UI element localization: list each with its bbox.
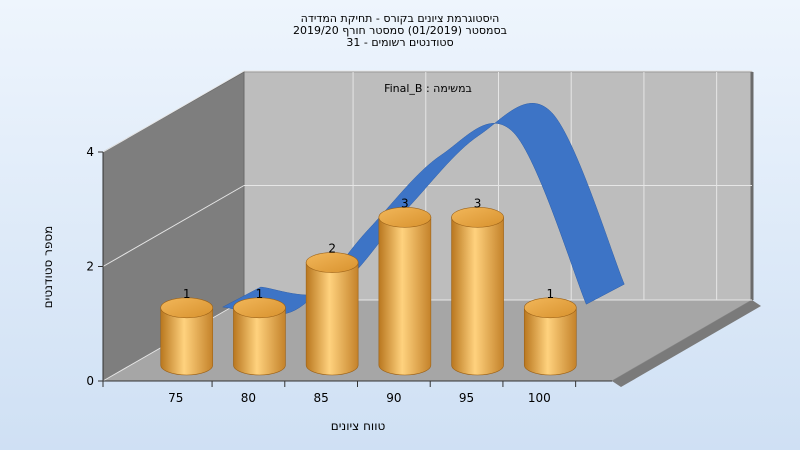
x-tick-label: 75 — [168, 391, 183, 405]
bar-cap — [233, 297, 286, 319]
grid-line-y-side — [102, 185, 245, 267]
y-tick-label: 4 — [86, 145, 94, 159]
bar-cap — [451, 207, 504, 228]
y-tick-label: 2 — [86, 260, 94, 274]
bar-value-label: 1 — [546, 287, 554, 301]
bar-80 — [233, 297, 286, 376]
bar-value-label: 1 — [256, 287, 264, 301]
bar-cap — [523, 297, 577, 319]
bar-cap — [160, 297, 214, 319]
y-axis-title: מספר סטודנטים — [41, 226, 55, 309]
bar-cap — [305, 252, 359, 273]
x-tick-label: 80 — [241, 391, 256, 405]
x-tick-label: 100 — [528, 391, 551, 405]
x-tick-label: 85 — [314, 391, 329, 405]
floor-edge — [612, 300, 761, 387]
bar-85 — [305, 252, 359, 376]
bar-body — [451, 217, 504, 376]
x-tick-label: 95 — [459, 391, 474, 405]
bar-body — [378, 217, 432, 376]
x-tick-label: 90 — [386, 391, 401, 405]
bar-body — [233, 307, 286, 376]
bar-75 — [160, 297, 214, 376]
bar-body — [305, 262, 359, 376]
bar-90 — [378, 207, 432, 376]
task-annotation: במשימה : Final_B — [384, 82, 472, 95]
x-axis-title: טווח ציונים — [331, 419, 386, 433]
bar-value-label: 3 — [401, 196, 409, 210]
chart-title-line-2: בסמסטר (01/2019) סמסטר חורף 2019/20 — [293, 24, 507, 37]
y-tick-label: 0 — [86, 374, 94, 388]
chart-title-line-3: סטודנטים רשומים - 31 — [346, 36, 454, 49]
bar-cap — [378, 207, 432, 228]
bar-95 — [451, 207, 504, 376]
grid-line-y-side — [102, 70, 245, 153]
bar-100 — [523, 297, 577, 376]
bar-value-label: 2 — [328, 242, 336, 256]
bar-body — [160, 307, 214, 376]
bar-value-label: 3 — [474, 196, 482, 210]
bar-body — [523, 307, 577, 376]
bar-value-label: 1 — [183, 287, 191, 301]
chart-title-line-1: היסטוגרמת ציונים בקורס - תחיקת המדידה — [300, 12, 500, 25]
